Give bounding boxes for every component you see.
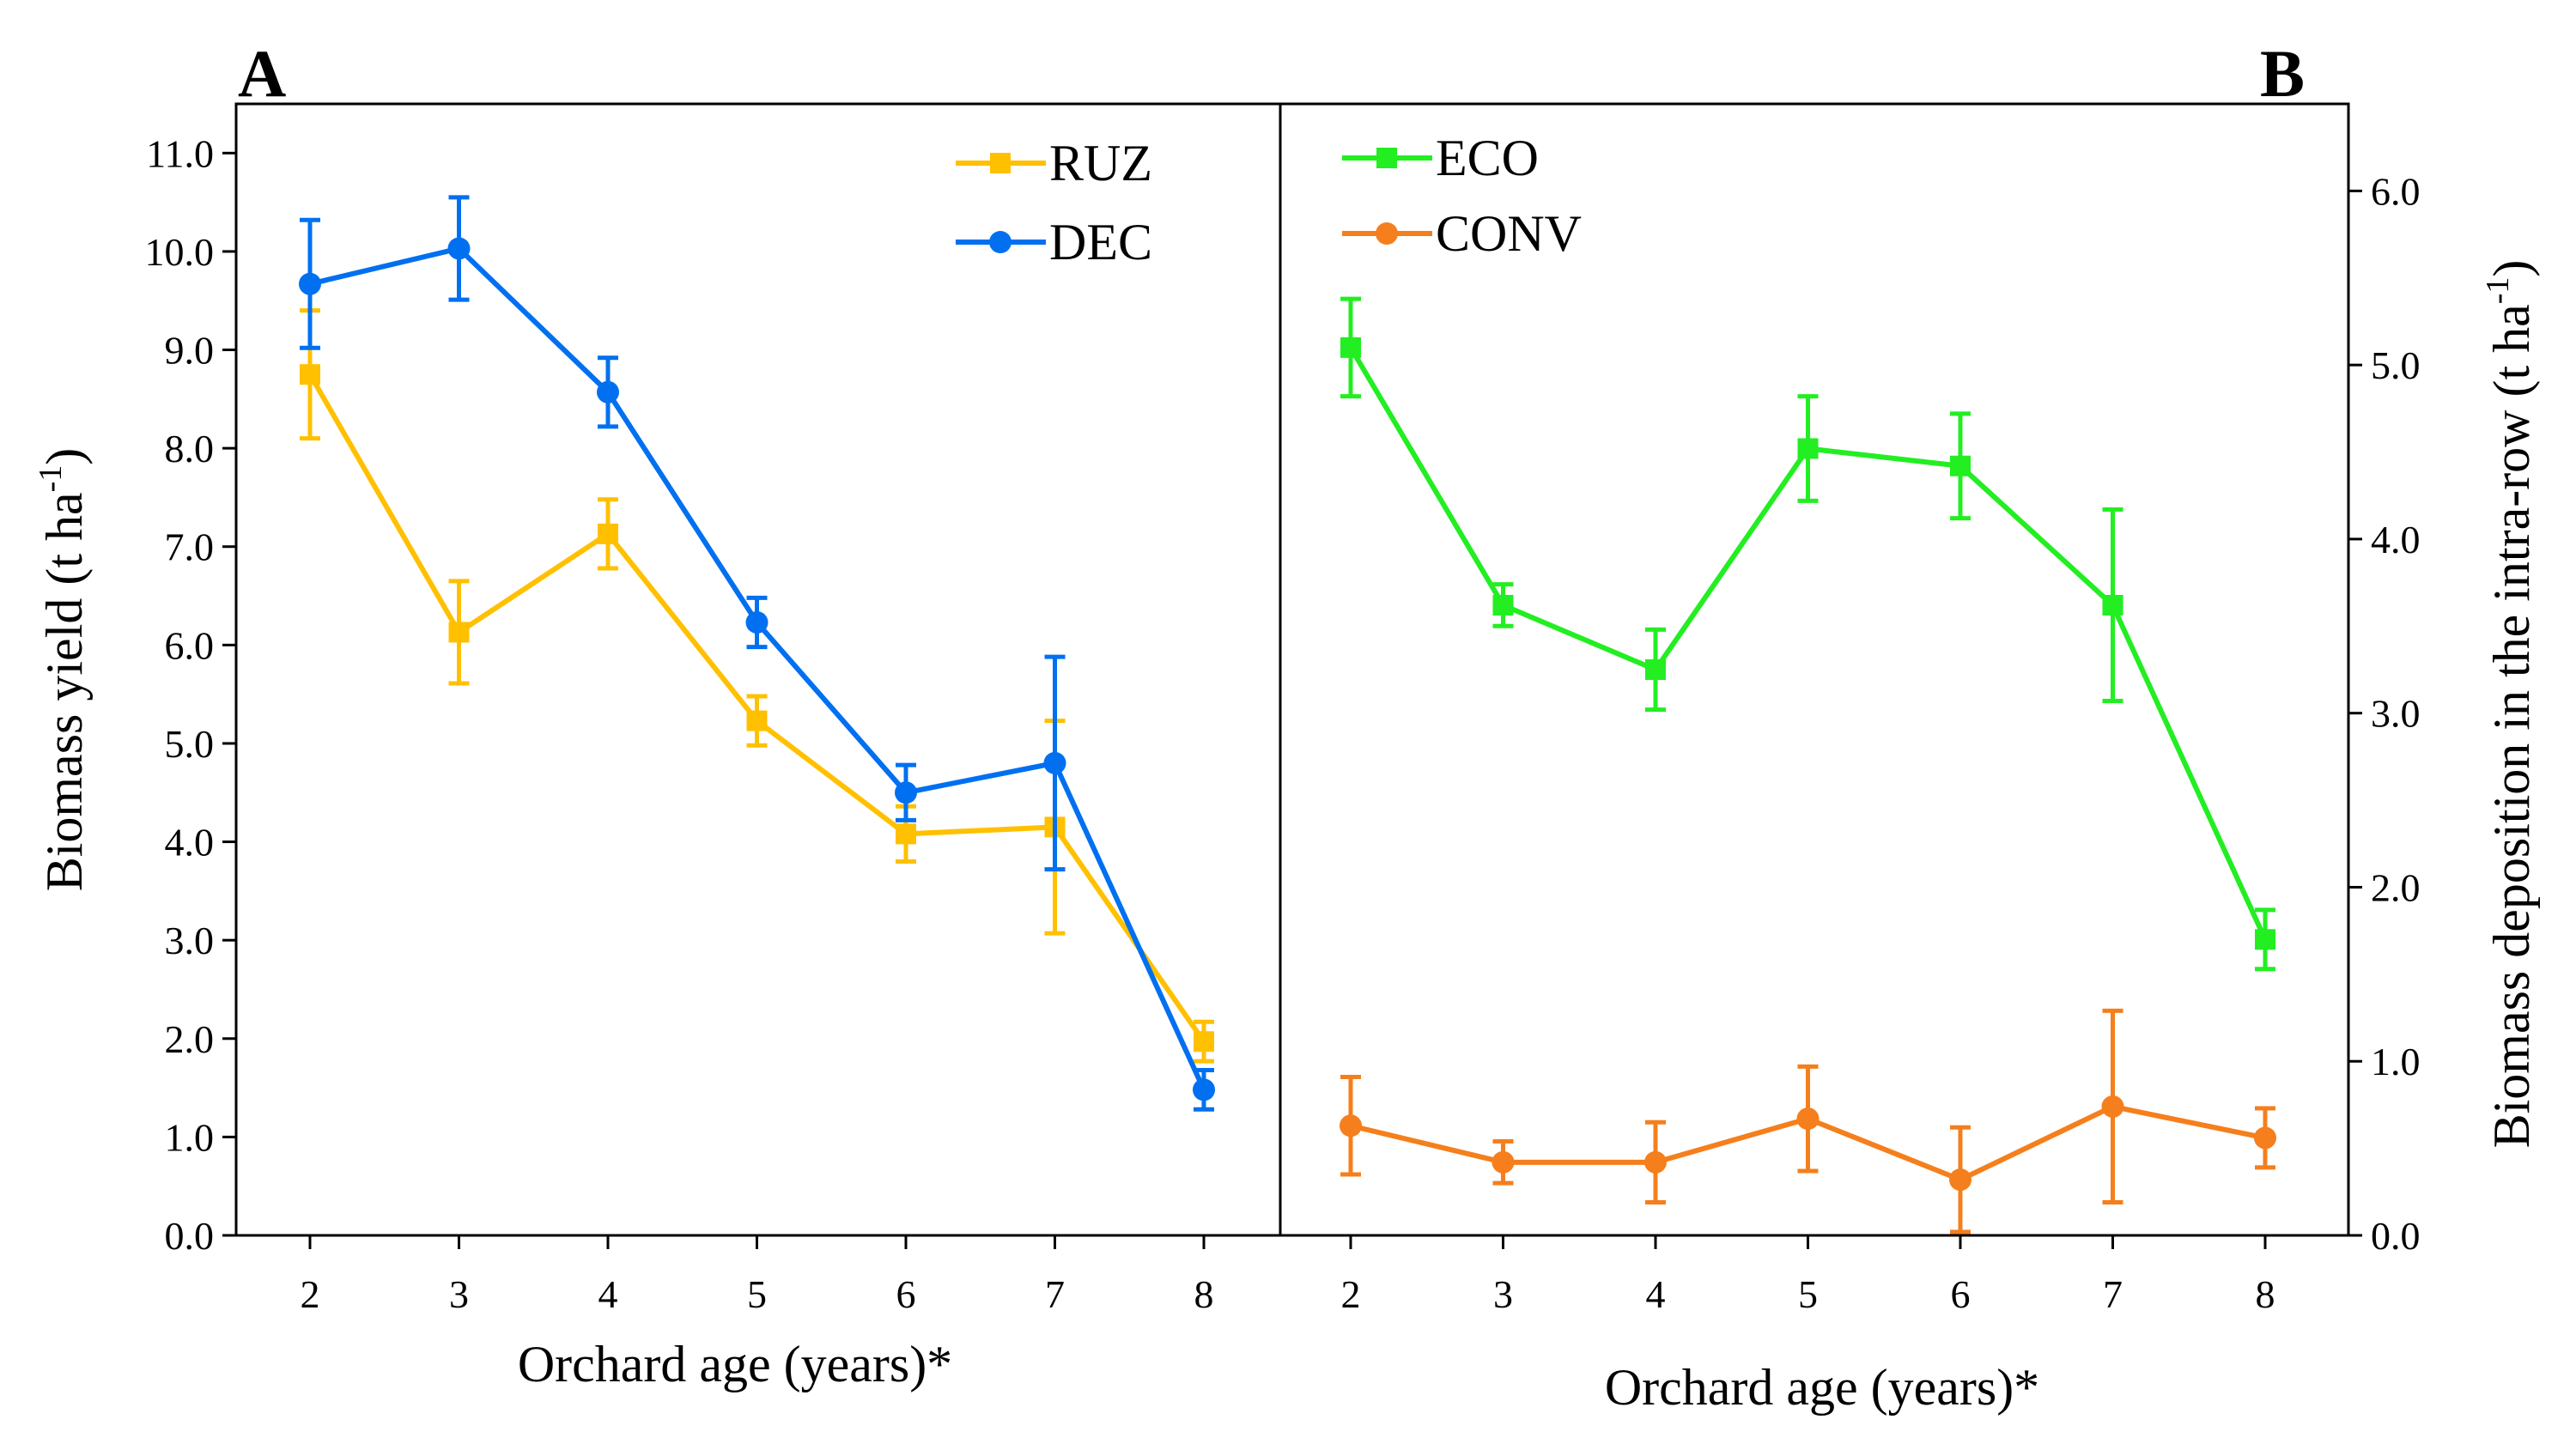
x-axis-ticks-b: 2 3 4 5 6 7 8 [1341,1235,2275,1316]
y-tick-label: 9.0 [165,329,215,373]
panel-label-b: B [2260,36,2305,111]
x-tick-label: 8 [1194,1272,1214,1316]
y-tick-label: 6.0 [165,623,215,667]
data-point-dec [597,380,619,403]
x-tick-label: 2 [301,1272,320,1316]
y-tick-label: 2.0 [165,1017,215,1061]
data-point-conv [1796,1107,1820,1131]
y-axis-title-a-main: Biomass yield (t ha [36,492,93,891]
x-tick-label: 7 [1045,1272,1065,1316]
data-point-eco [1797,438,1819,459]
panel-label-a: A [238,36,286,111]
x-tick-label: 7 [2103,1272,2123,1316]
data-point-dec [299,272,321,295]
data-point-eco [1340,337,1361,358]
x-tick-label: 2 [1341,1272,1361,1316]
data-point-eco [1950,455,1971,476]
data-point-conv [2101,1095,2124,1118]
x-tick-label: 5 [747,1272,767,1316]
legend-label-ruz: RUZ [1049,135,1152,191]
y-axis-title-b-sup: -1 [2480,277,2516,305]
legend-b: ECO CONV [1342,130,1582,262]
legend-label-conv: CONV [1436,205,1582,262]
data-point-conv [1949,1168,1971,1192]
data-point-dec [447,237,471,260]
data-point-eco [2255,929,2275,950]
y-tick-label: 1.0 [2371,1040,2421,1083]
x-tick-label: 5 [1798,1272,1818,1316]
data-point-conv [2254,1126,2276,1150]
data-point-eco [1645,659,1666,680]
legend-marker-eco [1376,148,1397,168]
data-point-ruz [300,364,320,385]
x-axis-ticks-a: 2 3 4 5 6 7 8 [301,1235,1214,1316]
y-tick-label: 2.0 [2371,865,2421,909]
legend-marker-conv [1376,222,1398,245]
plot-frame-b [1279,102,2350,1237]
legend-label-dec: DEC [1049,214,1152,270]
data-point-eco [1492,594,1514,616]
x-tick-label: 6 [896,1272,916,1316]
y-tick-label: 0.0 [2371,1214,2421,1258]
y-axis-ticks-a: 0.0 1.0 2.0 3.0 4.0 5.0 6.0 7.0 8.0 9.0 10.0 11.0 [145,131,236,1258]
x-tick-label: 3 [1493,1272,1513,1316]
y-tick-label: 5.0 [165,722,215,766]
panel-b: 0.0 1.0 2.0 3.0 4.0 5.0 6.0 2 3 4 5 6 7 8 Orchard ag… [1279,102,2540,1416]
data-point-dec [895,781,917,804]
y-axis-ticks-b: 0.0 1.0 2.0 3.0 4.0 5.0 6.0 [2348,169,2421,1258]
x-axis-title-b: Orchard age (years)* [1605,1359,2039,1416]
data-point-ruz [598,523,618,544]
x-tick-label: 4 [1646,1272,1666,1316]
data-point-conv [1340,1114,1362,1138]
y-axis-title-a: Biomass yield (t ha-1) [33,448,93,892]
data-point-ruz [1194,1031,1214,1053]
y-axis-title-b: Biomass deposition in the intra-row (t h… [2480,260,2540,1149]
y-tick-label: 10.0 [145,230,215,274]
legend-marker-dec [989,231,1012,253]
y-tick-label: 5.0 [2371,343,2421,387]
y-axis-title-b-tail: ) [2483,260,2540,277]
x-tick-label: 4 [598,1272,618,1316]
y-tick-label: 3.0 [2371,692,2421,736]
series-group-a [299,195,1215,1112]
y-tick-label: 4.0 [2371,518,2421,561]
panel-a: 0.0 1.0 2.0 3.0 4.0 5.0 6.0 7.0 8.0 9.0 10.0 11.0 2… [33,102,1282,1392]
x-tick-label: 3 [449,1272,469,1316]
series-line-dec [309,246,1206,1091]
y-tick-label: 1.0 [165,1115,215,1159]
y-tick-label: 11.0 [146,131,214,175]
legend-marker-ruz [990,153,1011,173]
data-point-ruz [746,710,768,731]
x-tick-label: 6 [1951,1272,1971,1316]
y-tick-label: 6.0 [2371,169,2421,213]
data-point-ruz [448,622,470,643]
y-tick-label: 4.0 [165,821,215,865]
y-axis-title-b-main: Biomass deposition in the intra-row (t h… [2483,304,2540,1148]
series-group-b [1340,296,2276,1235]
y-tick-label: 8.0 [165,427,215,470]
y-tick-label: 0.0 [165,1214,215,1258]
y-axis-title-a-tail: ) [36,448,93,465]
data-point-dec [1193,1078,1215,1101]
x-tick-label: 8 [2256,1272,2275,1316]
plot-frame-a [234,102,1282,1237]
legend-label-eco: ECO [1436,130,1539,186]
data-point-conv [1644,1150,1667,1174]
data-point-conv [1492,1150,1515,1174]
x-axis-title-a: Orchard age (years)* [518,1336,952,1392]
y-axis-title-a-sup: -1 [33,465,69,493]
y-tick-label: 3.0 [165,919,215,962]
y-tick-label: 7.0 [165,525,215,569]
legend-a: RUZ DEC [956,135,1152,270]
data-point-ruz [896,823,916,845]
data-point-dec [1043,751,1066,774]
data-point-eco [2102,594,2123,616]
data-point-dec [745,610,769,634]
